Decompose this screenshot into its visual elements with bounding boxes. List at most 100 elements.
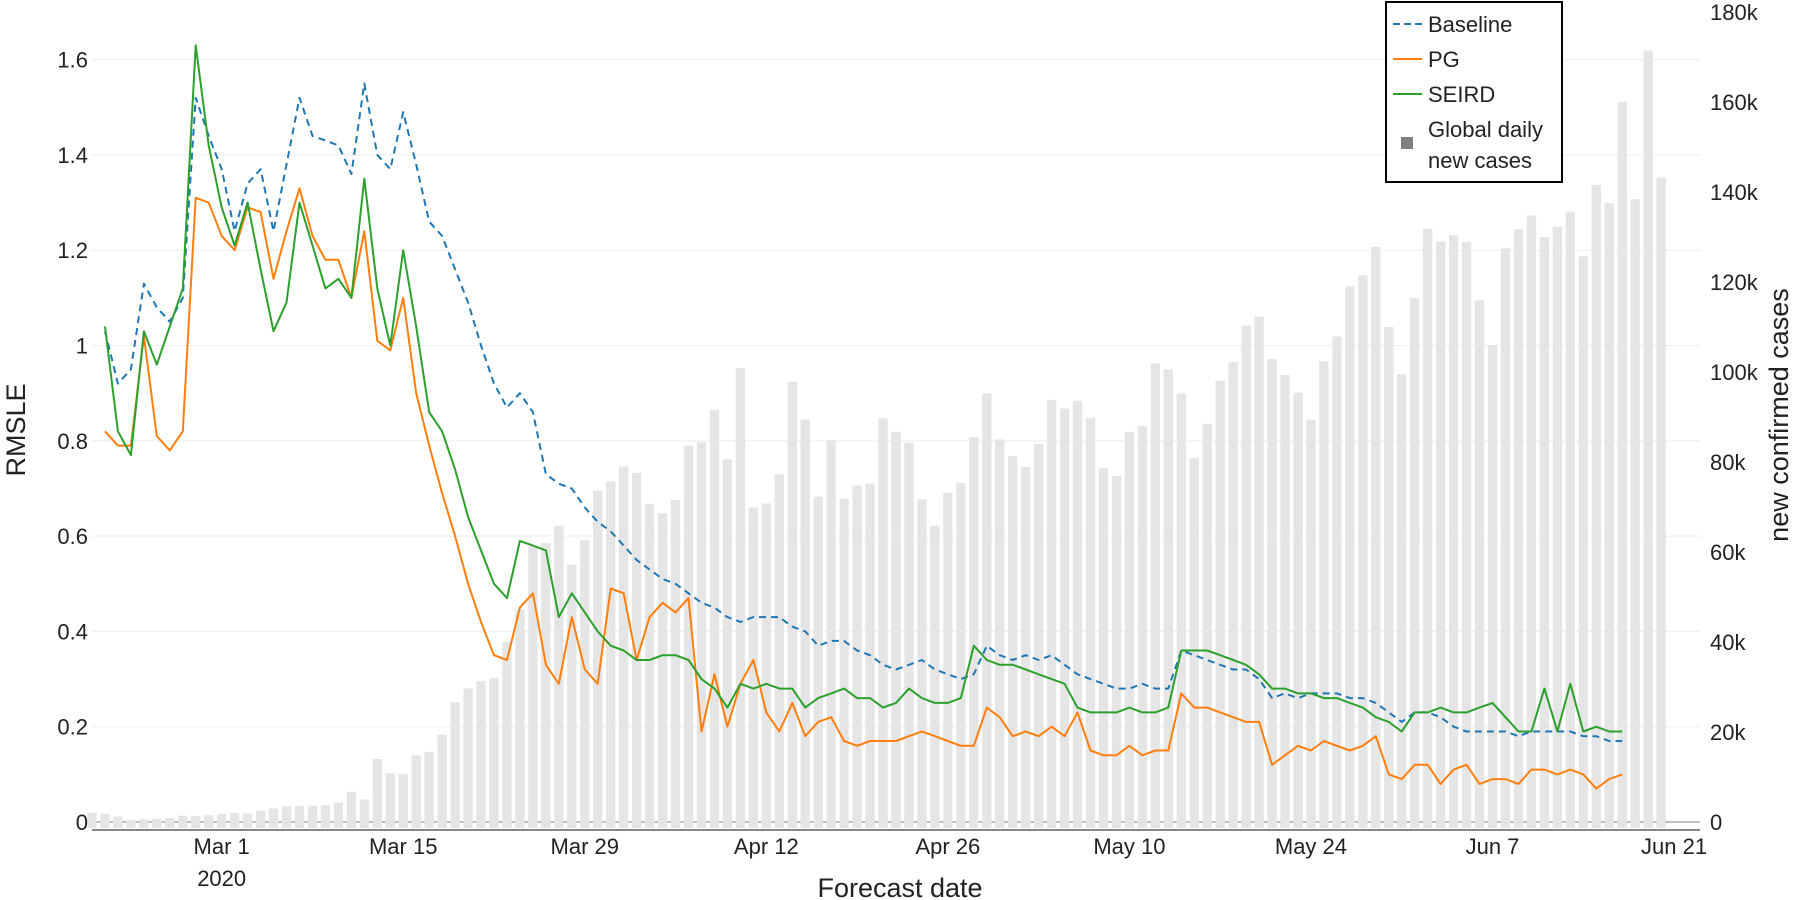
bar [178, 815, 188, 828]
y-tick-label: 0.4 [57, 619, 88, 644]
series-line-baseline [104, 82, 1623, 742]
legend-swatch-new-cases [1401, 137, 1413, 149]
bar [1578, 256, 1588, 829]
legend-label-new-cases: Global daily new cases [1428, 117, 1543, 173]
bar [904, 442, 914, 828]
y2-tick-label: 120k [1710, 270, 1759, 295]
y2-tick-label: 80k [1710, 450, 1746, 475]
bar [320, 805, 331, 828]
bar [1539, 237, 1550, 828]
bar [722, 459, 733, 828]
bar [657, 513, 668, 828]
x-tick-label: Jun 21 [1641, 834, 1707, 859]
bar [1059, 408, 1070, 828]
bar [1591, 184, 1601, 829]
bar [1513, 229, 1524, 829]
bar [204, 815, 214, 828]
bar [1189, 457, 1199, 828]
bar [255, 810, 266, 828]
bar [139, 819, 149, 828]
y-tick-label: 0.8 [57, 429, 88, 454]
y2-axis-ticks: 0 20k 40k 60k 80k 100k 120k 140k 160k 180k [1710, 0, 1759, 835]
bar [165, 817, 175, 828]
bar [294, 805, 305, 828]
bar [982, 393, 992, 828]
y2-tick-label: 180k [1710, 0, 1759, 25]
bar [826, 439, 836, 828]
bar [619, 466, 629, 828]
bar [1435, 241, 1446, 828]
y2-tick-label: 20k [1710, 720, 1746, 745]
bar [969, 437, 979, 828]
bar [1021, 466, 1031, 828]
bar [1150, 363, 1161, 828]
bar [450, 702, 460, 828]
bar [1293, 392, 1303, 828]
bar [333, 802, 344, 828]
bar [346, 791, 357, 828]
y-axis-title: RMSLE [1, 383, 31, 476]
bar [891, 431, 901, 828]
bar [1358, 275, 1368, 828]
bar [554, 525, 564, 828]
bar [943, 493, 953, 828]
bar [1345, 286, 1355, 828]
line-series-group [104, 44, 1623, 790]
y2-tick-label: 140k [1710, 180, 1759, 205]
bar [1072, 400, 1083, 828]
bar [1397, 374, 1407, 828]
bar [476, 681, 486, 828]
bar [995, 439, 1005, 828]
bar [567, 564, 577, 828]
series-line-pg [104, 187, 1623, 790]
x-tick-label: Mar 29 [551, 834, 619, 859]
bar [1124, 431, 1135, 828]
bar [541, 543, 551, 828]
x-tick-label: Mar 15 [369, 834, 437, 859]
y-tick-label: 0.6 [57, 524, 88, 549]
bar [1280, 375, 1290, 828]
bar [787, 381, 797, 828]
bar [696, 442, 707, 828]
bar [1306, 419, 1316, 828]
bar [1254, 316, 1264, 828]
bar [1384, 327, 1394, 828]
bar [852, 485, 862, 828]
bar [839, 498, 849, 828]
bar [1630, 199, 1640, 828]
bar [683, 445, 694, 828]
bar [1448, 235, 1459, 828]
bar [1098, 468, 1109, 828]
bar [606, 481, 616, 828]
bar [709, 409, 720, 828]
bar [1474, 300, 1485, 828]
y2-tick-label: 40k [1710, 630, 1746, 655]
bar [1137, 426, 1148, 828]
x-tick-label: Mar 1 [194, 834, 250, 859]
bar [1332, 336, 1342, 828]
bar [502, 642, 512, 828]
y2-axis-title: new confirmed cases [1764, 288, 1794, 542]
x-axis-ticks: Mar 1 2020 Mar 15 Mar 29 Apr 12 Apr 26 May 10 M… [194, 834, 1708, 891]
bar [1202, 423, 1212, 828]
y2-tick-label: 60k [1710, 540, 1746, 565]
bar [644, 503, 655, 828]
y-tick-label: 0 [76, 810, 88, 835]
y2-tick-label: 0 [1710, 810, 1722, 835]
bar [930, 525, 940, 828]
y-tick-label: 1.6 [57, 48, 88, 73]
bar [126, 819, 136, 828]
bar [229, 813, 240, 828]
bar [489, 678, 499, 828]
bar [1617, 102, 1627, 828]
x-tick-label: May 24 [1275, 834, 1347, 859]
bar [242, 813, 253, 828]
bar [1241, 325, 1251, 828]
legend-label-baseline: Baseline [1428, 12, 1512, 37]
bar [437, 734, 447, 828]
bar [800, 419, 810, 828]
bar [100, 813, 110, 828]
bar [878, 418, 888, 828]
bar [670, 499, 681, 828]
bar [528, 546, 538, 828]
